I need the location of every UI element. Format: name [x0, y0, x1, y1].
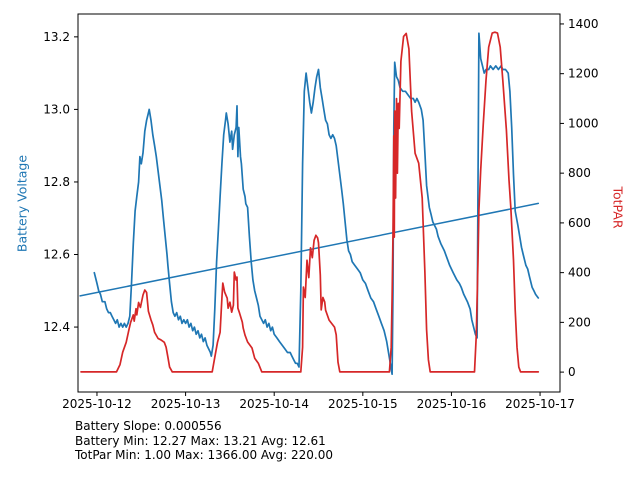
x-tick-label: 2025-10-15	[328, 397, 398, 411]
left-axis-ticks: 12.4 12.6 12.8 13.0 13.2	[43, 30, 78, 334]
y-tick-label: 1200	[568, 67, 599, 81]
x-tick-label: 2025-10-14	[239, 397, 309, 411]
annotation-battery-slope: Battery Slope: 0.000556	[75, 419, 222, 433]
totpar-line	[80, 31, 540, 373]
annotation-battery-stats: Battery Min: 12.27 Max: 13.21 Avg: 12.61	[75, 433, 326, 448]
y-tick-label: 1400	[568, 17, 599, 31]
x-tick-label: 2025-10-16	[417, 397, 487, 411]
x-tick-label: 2025-10-13	[151, 397, 221, 411]
x-tick-label: 2025-10-12	[62, 397, 132, 411]
plot-border	[77, 13, 561, 393]
y-tick-label: 12.8	[43, 175, 70, 189]
battery-trend-line	[79, 202, 540, 297]
y-tick-label: 600	[568, 216, 591, 230]
right-axis-ticks: 0 200 400 600 800 1000 1200 1400	[560, 17, 599, 379]
left-axis-title: Battery Voltage	[14, 154, 30, 253]
y-tick-label: 1000	[568, 116, 599, 130]
right-axis-title: TotPAR	[610, 186, 626, 229]
y-tick-label: 200	[568, 315, 591, 329]
y-tick-label: 400	[568, 266, 591, 280]
x-axis-ticks: 2025-10-12 2025-10-13 2025-10-14 2025-10-15…	[62, 392, 575, 411]
y-tick-label: 12.6	[43, 248, 70, 262]
y-tick-label: 0	[568, 365, 576, 379]
annotation-totpar-stats: TotPar Min: 1.00 Max: 1366.00 Avg: 220.0…	[75, 448, 333, 462]
y-tick-label: 13.2	[43, 30, 70, 44]
x-tick-label: 2025-10-17	[505, 397, 575, 411]
y-tick-label: 800	[568, 166, 591, 180]
annotation-block: Battery Slope: 0.000556 Battery Min: 12.…	[75, 419, 333, 463]
y-tick-label: 12.4	[43, 320, 70, 334]
battery-voltage-line	[93, 32, 540, 376]
y-tick-label: 13.0	[43, 102, 70, 116]
